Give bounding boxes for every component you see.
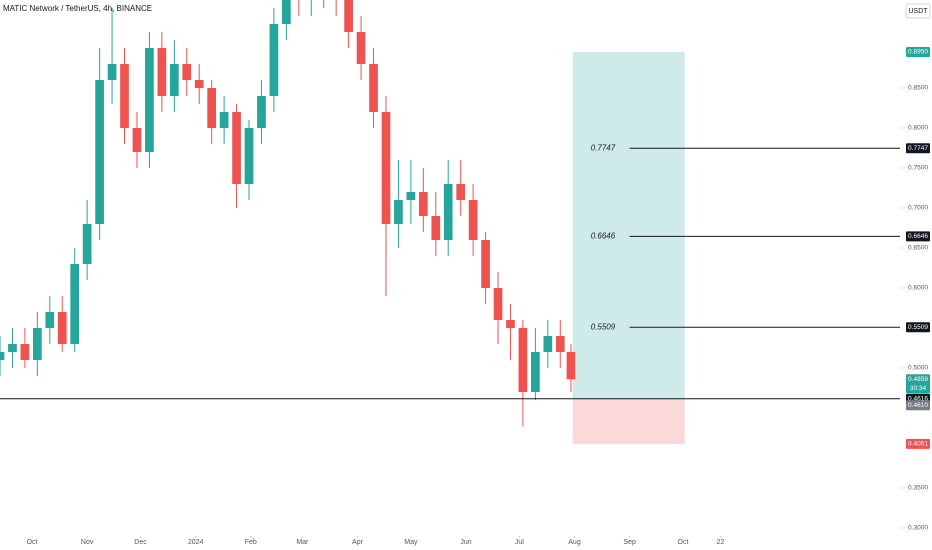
x-tick-label: Oct [678,539,689,546]
candle-body [506,320,515,328]
last-price-label: 0.4859 [908,376,928,383]
entry-label: 0.4616 [908,395,928,402]
currency: USDT [908,8,928,15]
candle-body [107,64,117,80]
x-tick-label: Feb [245,539,257,546]
candle-body [518,328,528,392]
level-label: 0.6646 [591,231,616,240]
candle-body [257,96,266,128]
candle-body [394,200,403,224]
candle-body [182,64,192,80]
candle-body [481,240,490,288]
candle-body [456,184,466,200]
target-label: 0.8950 [908,49,928,56]
candle-body [543,336,553,352]
y-tick-label: 0.6500 [908,245,928,252]
candle-body [20,344,30,360]
candle-body [531,352,540,392]
bid-box [906,400,930,411]
x-tick-label: Sep [623,539,636,546]
countdown: 30:34 [910,385,927,392]
candle-body [493,288,503,320]
candle-body [566,352,576,380]
x-tick-label: 22 [716,539,724,546]
candle-body [194,80,204,88]
x-tick-label: Jun [460,539,471,546]
level-label: 0.7747 [908,145,928,152]
candle-body [207,88,217,128]
candle-body [431,216,441,240]
stop-box [906,438,930,449]
candle-body [282,0,291,24]
x-tick-label: Dec [134,539,147,546]
x-tick-label: Nov [81,539,94,546]
candle-body [70,264,80,344]
candle-body [95,80,104,224]
candle-body [157,48,167,96]
y-tick-label: 0.7000 [908,205,928,212]
chart-title: MATIC Network / TetherUS, 4h, BINANCE [3,4,152,13]
candle-body [45,312,55,328]
plot-area [0,0,900,444]
candle-body [443,184,453,240]
last-price-box [906,374,930,394]
candle-body [381,112,391,224]
candle-body [0,352,5,360]
x-tick-label: Jul [515,539,524,546]
candle-body [32,328,42,360]
candle-body [82,224,92,264]
y-tick-label: 0.3000 [908,525,928,532]
candle-body [269,24,279,96]
candle-body [555,336,565,352]
candle-body [57,312,67,344]
x-tick-label: Aug [568,539,581,546]
x-tick-label: 2024 [188,539,204,546]
level-box [906,322,930,333]
y-tick-label: 0.3500 [908,485,928,492]
candle-body [145,48,154,152]
loss-zone [572,398,685,444]
candle-body [369,64,378,112]
level-box [906,143,930,154]
y-tick-label: 0.7500 [908,165,928,172]
candle-body [356,32,366,64]
x-tick-label: Apr [352,539,364,546]
currency-box[interactable] [905,3,931,19]
x-tick-label: Mar [296,539,309,546]
candle-body [232,112,241,184]
candle-body [169,64,179,96]
candle-body [468,200,478,240]
x-tick-label: Oct [27,539,38,546]
level-label: 0.5509 [591,322,616,331]
y-tick-label: 0.8500 [908,85,928,92]
candle-body [406,192,416,200]
candle-body [132,128,142,152]
y-tick-label: 0.5000 [908,365,928,372]
candle-body [120,64,129,128]
candle-body [344,0,353,32]
y-tick-label: 0.6000 [908,285,928,292]
price-axis: 0.8500 0.8000 0.7500 0.7000 0.6500 0.6000 0.55… [900,47,930,532]
stop-label: 0.4051 [908,441,928,448]
candle-body [8,344,17,352]
level-label: 0.5509 [908,324,928,331]
candle-body [244,128,254,184]
candle-body [418,192,428,216]
y-tick-label: 0.8000 [908,125,928,132]
candle-body [219,112,229,128]
bid-label: 0.4610 [908,402,928,409]
level-box [906,231,930,242]
level-label: 0.7747 [591,143,616,152]
x-tick-label: May [404,539,418,546]
profit-zone [572,52,685,399]
level-label: 0.6646 [908,233,928,240]
target-box [906,47,930,57]
